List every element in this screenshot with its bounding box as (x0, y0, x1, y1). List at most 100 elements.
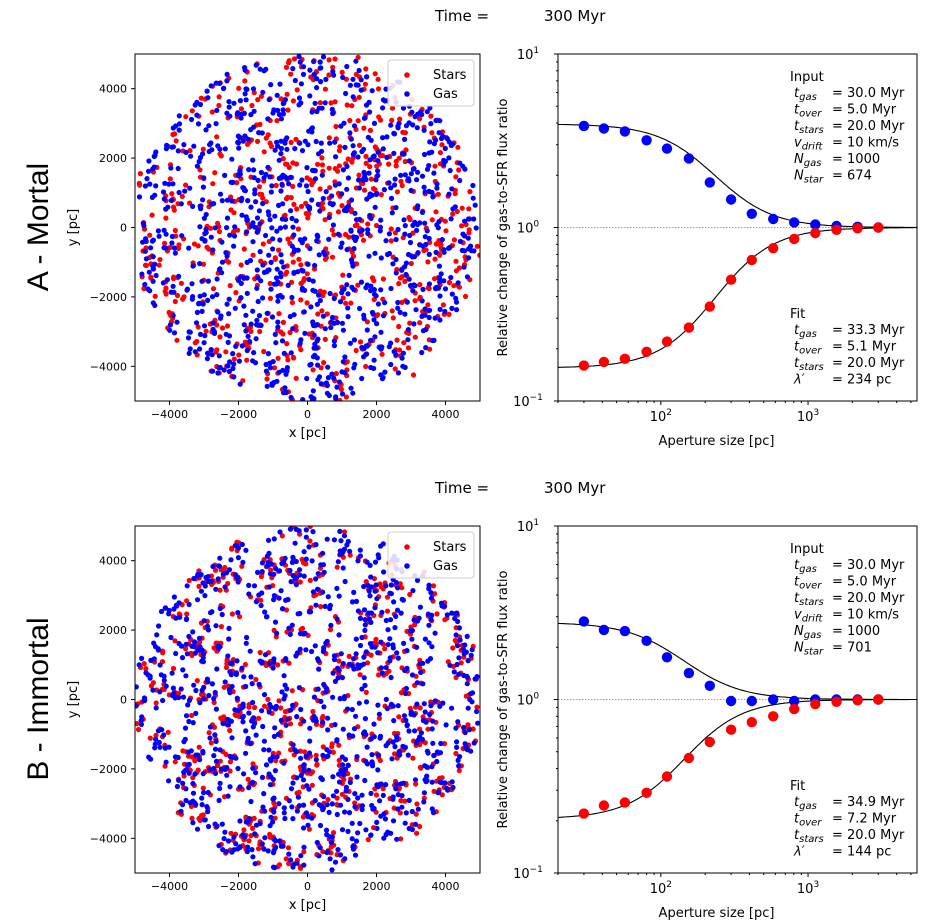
star-point (162, 763, 168, 769)
gas-point (231, 243, 237, 249)
gas-point (432, 630, 438, 636)
gas-point (375, 767, 381, 773)
gas-point (240, 559, 246, 566)
gas-point (443, 722, 449, 728)
star-point (437, 150, 443, 156)
gas-point (392, 625, 398, 631)
gas-point (282, 97, 288, 103)
gas-point (334, 616, 340, 622)
star-point (147, 232, 153, 238)
star-point (299, 556, 305, 563)
star-point (459, 205, 465, 211)
gas-point (253, 199, 259, 205)
gas-point (336, 779, 343, 785)
gas-point (304, 165, 310, 171)
gas-point (403, 685, 409, 692)
star-point (336, 742, 342, 748)
star-point (349, 103, 355, 109)
gas-point (456, 763, 462, 769)
star-point (288, 71, 294, 77)
gas-point (364, 327, 370, 333)
star-point (156, 262, 162, 268)
gas-point (267, 217, 273, 223)
star-point (429, 217, 435, 223)
star-profile-point (746, 717, 757, 728)
gas-point (406, 728, 412, 734)
star-point (389, 105, 396, 111)
star-point (183, 114, 189, 120)
map-x-tick-label: 4000 (432, 880, 460, 893)
gas-point (253, 770, 259, 776)
gas-point (277, 838, 283, 844)
gas-point (242, 188, 248, 194)
gas-point (359, 806, 365, 813)
gas-point (145, 168, 152, 174)
gas-point (283, 389, 289, 396)
gas-point (461, 264, 467, 270)
gas-point (299, 239, 305, 245)
star-point (344, 359, 350, 365)
gas-point (220, 847, 226, 853)
gas-point (377, 798, 383, 804)
gas-point (214, 666, 220, 672)
gas-point (227, 359, 233, 365)
gas-point (250, 358, 256, 364)
gas-point (378, 543, 384, 549)
gas-point (393, 270, 399, 276)
gas-point (300, 268, 306, 274)
star-point (267, 140, 273, 146)
gas-point (369, 752, 375, 758)
gas-profile-point (598, 624, 610, 636)
map-y-tick-label: 0 (120, 694, 127, 707)
gas-point (312, 288, 318, 294)
gas-point (224, 716, 230, 723)
gas-point (424, 748, 430, 754)
gas-point (238, 115, 244, 121)
gas-point (402, 223, 408, 229)
star-point (223, 751, 229, 758)
gas-point (464, 274, 470, 280)
gas-point (375, 172, 381, 179)
gas-point (240, 719, 246, 725)
star-point (227, 768, 233, 774)
gas-point (454, 307, 460, 313)
gas-point (310, 278, 316, 284)
gas-point (312, 643, 318, 649)
gas-point (219, 198, 225, 204)
gas-point (345, 828, 351, 835)
gas-point (351, 246, 357, 252)
star-profile-point (578, 808, 590, 819)
star-point (278, 705, 284, 711)
gas-point (410, 288, 416, 294)
gas-point (430, 194, 436, 200)
star-point (430, 583, 437, 589)
star-point (272, 815, 278, 821)
gas-point (279, 174, 285, 180)
gas-point (177, 614, 183, 620)
gas-point (209, 352, 215, 358)
gas-point (290, 702, 296, 708)
star-point (356, 94, 362, 100)
gas-point (278, 145, 284, 152)
gas-point (343, 788, 349, 794)
gas-point (340, 661, 346, 667)
gas-point (426, 586, 432, 592)
gas-point (384, 154, 390, 160)
map-y-tick-label: 0 (120, 222, 127, 235)
gas-point (409, 636, 415, 642)
gas-point (361, 661, 367, 667)
gas-point (345, 305, 351, 311)
gas-point (142, 183, 148, 189)
star-point (264, 376, 270, 382)
gas-point (216, 843, 222, 849)
gas-point (171, 245, 178, 251)
gas-point (314, 238, 320, 244)
gas-point (357, 553, 363, 559)
star-point (413, 811, 419, 817)
star-point (328, 100, 334, 106)
gas-point (291, 232, 297, 238)
gas-point (378, 287, 384, 293)
gas-point (201, 175, 207, 181)
gas-point (186, 350, 192, 356)
gas-profile-point (683, 153, 695, 164)
